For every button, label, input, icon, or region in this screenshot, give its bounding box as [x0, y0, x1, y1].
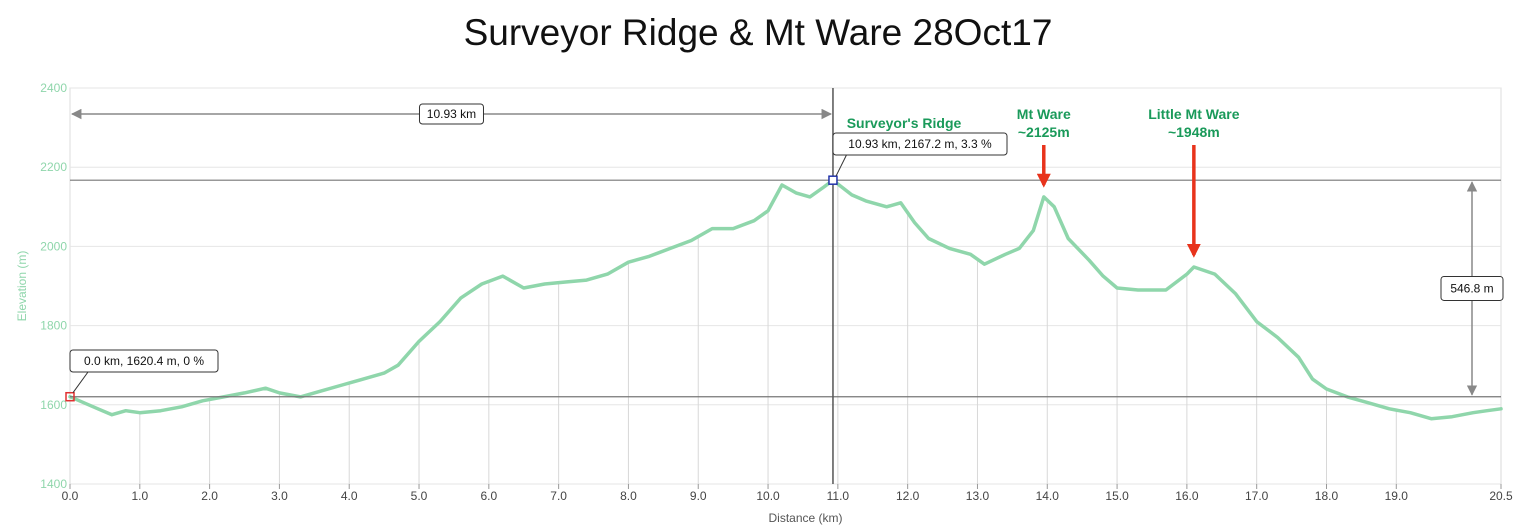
y-axis-ticks: 1400 1600 1800 2000 2200 2400 Elevation (m) [15, 81, 67, 491]
x-tick-label: 7.0 [550, 489, 567, 503]
x-tick-label: 14.0 [1036, 489, 1060, 503]
y-tick-label: 2200 [40, 160, 67, 174]
y-tick-label: 1400 [40, 477, 67, 491]
series-layer [68, 178, 1503, 421]
peak-callout-box [832, 132, 1008, 156]
annotation-surveyors-ridge: Surveyor's Ridge [847, 115, 962, 131]
x-axis-label: Distance (km) [768, 511, 842, 525]
x-tick-label: 6.0 [480, 489, 497, 503]
plot-frame [69, 87, 1502, 485]
peak-marker [828, 175, 838, 185]
x-tick-label: 9.0 [690, 489, 707, 503]
x-tick-label: 15.0 [1105, 489, 1129, 503]
x-tick-label: 1.0 [131, 489, 148, 503]
elevation-gain-box [1440, 275, 1504, 301]
x-tick-label: 4.0 [341, 489, 358, 503]
start-callout-label: 0.0 km, 1620.4 m, 0 % [84, 354, 204, 368]
elevation-gain-label: 546.8 m [1450, 281, 1493, 295]
y-tick-label: 1800 [40, 319, 67, 333]
x-tick-label: 5.0 [411, 489, 428, 503]
grid-lines [69, 87, 1502, 485]
distance-box [418, 103, 484, 125]
x-tick-label: 2.0 [201, 489, 218, 503]
overlay-layer: 10.93 km 546.8 m 0.0 km, 1620.4 m, 0 % 10.9… [65, 88, 1504, 484]
elevation-profile-line [68, 178, 1503, 421]
annotation-mt-ware-elevation: ~2125m [1018, 124, 1070, 140]
x-tick-label: 18.0 [1315, 489, 1339, 503]
x-tick-label: 10.0 [756, 489, 780, 503]
x-tick-label: 12.0 [896, 489, 920, 503]
x-tick-label: 17.0 [1245, 489, 1269, 503]
distance-label: 10.93 km [427, 107, 476, 121]
x-tick-label: 3.0 [271, 489, 288, 503]
y-tick-label: 2000 [40, 239, 67, 253]
x-tick-label: 19.0 [1385, 489, 1409, 503]
x-tick-label: 0.0 [62, 489, 79, 503]
peak-callout-label: 10.93 km, 2167.2 m, 3.3 % [848, 137, 992, 151]
x-tick-label: 20.5 [1489, 489, 1513, 503]
x-tick-label: 13.0 [966, 489, 990, 503]
start-marker [65, 391, 75, 402]
x-tick-label: 11.0 [827, 489, 850, 503]
annotation-little-mt-ware-name: Little Mt Ware [1148, 106, 1239, 122]
annotation-mt-ware-name: Mt Ware [1017, 106, 1071, 122]
y-axis-label: Elevation (m) [15, 251, 29, 322]
y-tick-label: 2400 [40, 81, 67, 95]
x-tick-label: 8.0 [620, 489, 637, 503]
start-callout-box [69, 349, 219, 373]
annotation-little-mt-ware-elevation: ~1948m [1168, 124, 1220, 140]
x-tick-label: 16.0 [1175, 489, 1199, 503]
y-tick-label: 1600 [40, 398, 67, 412]
start-callout-pointer [72, 371, 89, 394]
chart-title: Surveyor Ridge & Mt Ware 28Oct17 [463, 12, 1053, 53]
x-axis-ticks: 0.0 1.0 2.0 3.0 4.0 5.0 6.0 7.0 8.0 9.0 10.0 11.0 12… [62, 484, 1513, 525]
peak-callout-pointer [835, 153, 848, 177]
